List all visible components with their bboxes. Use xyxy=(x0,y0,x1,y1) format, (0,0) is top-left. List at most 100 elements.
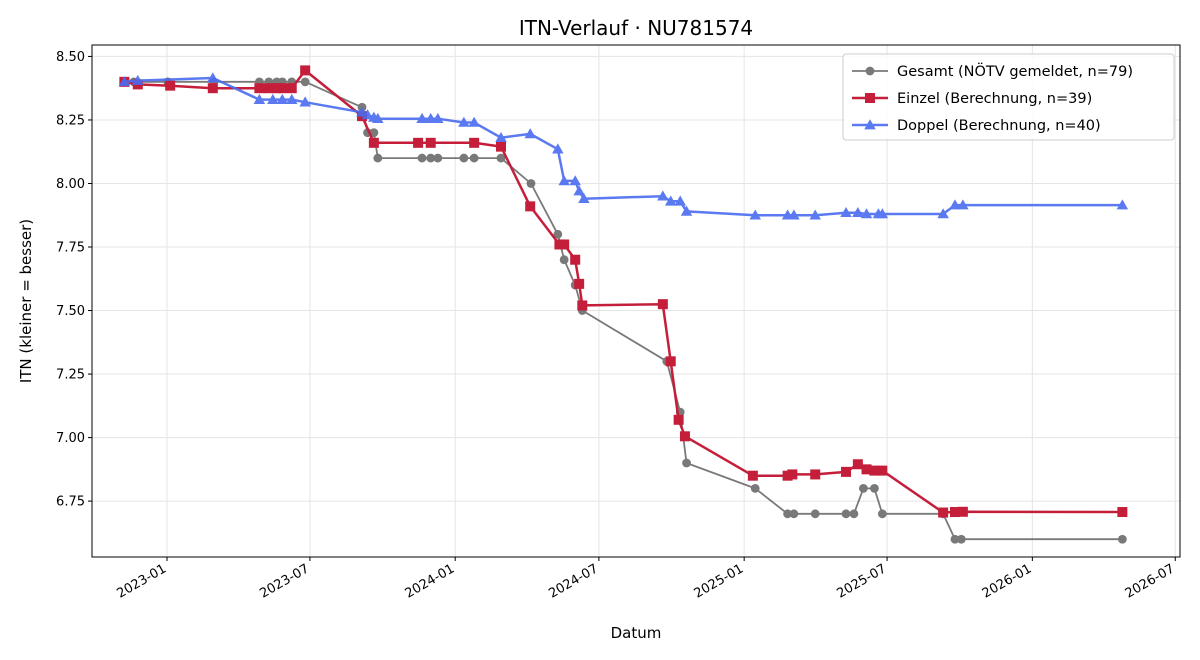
doppel-point xyxy=(674,195,686,206)
einzel-point xyxy=(841,466,852,477)
einzel-point xyxy=(469,137,480,148)
gesamt-point xyxy=(417,153,427,163)
plot-frame xyxy=(91,44,1181,558)
doppel-point xyxy=(680,205,693,216)
doppel-point xyxy=(253,93,266,104)
einzel-point xyxy=(368,137,379,148)
doppel-point xyxy=(267,93,279,104)
doppel-point xyxy=(118,76,131,87)
legend-entry xyxy=(852,66,888,76)
gesamt-point xyxy=(877,509,887,519)
doppel-point xyxy=(276,93,289,104)
y-tick-label: 7.75 xyxy=(56,241,85,256)
series-layer xyxy=(118,65,1129,544)
einzel-point xyxy=(263,83,274,94)
doppel-point xyxy=(524,128,536,139)
x-tick-label: 2025-07 xyxy=(835,561,890,601)
einzel-point xyxy=(570,254,581,265)
doppel-point xyxy=(876,208,889,219)
doppel-point xyxy=(361,109,374,120)
einzel-point xyxy=(559,239,570,250)
x-tick-label: 2023-07 xyxy=(257,561,312,601)
einzel-point xyxy=(300,65,311,76)
einzel-point xyxy=(679,431,690,442)
y-axis-label: ITN (kleiner = besser) xyxy=(17,219,35,383)
einzel-point xyxy=(665,356,676,367)
gesamt-point xyxy=(426,153,436,163)
gesamt-point xyxy=(682,458,691,468)
legend: Gesamt (NÖTV gemeldet, n=79) Einzel (Bere… xyxy=(842,53,1175,141)
gesamt-point xyxy=(373,153,383,163)
doppel-point xyxy=(552,143,564,154)
einzel-point xyxy=(949,507,960,518)
einzel-point xyxy=(271,83,282,94)
doppel-point xyxy=(957,199,969,210)
x-tick-label: 2026-07 xyxy=(1123,561,1178,601)
gesamt-point xyxy=(783,509,792,519)
einzel-point xyxy=(577,300,588,311)
y-tick-label: 7.50 xyxy=(56,304,85,319)
einzel-point xyxy=(877,465,888,476)
gesamt-point xyxy=(496,153,506,163)
gesamt-point xyxy=(469,153,479,163)
doppel-point xyxy=(664,195,677,206)
doppel-point xyxy=(132,74,144,85)
einzel-point xyxy=(207,83,218,94)
doppel-point xyxy=(809,209,821,220)
einzel-point xyxy=(852,459,863,470)
y-tick-label: 8.25 xyxy=(56,113,85,128)
doppel-point xyxy=(657,190,669,201)
gesamt-point xyxy=(858,483,868,493)
doppel-point xyxy=(569,175,581,186)
gesamt-point xyxy=(849,509,859,519)
einzel-point xyxy=(861,464,872,475)
chart-title: ITN-Verlauf · NU781574 xyxy=(519,16,753,40)
legend-marker xyxy=(865,66,875,76)
doppel-point xyxy=(852,206,864,218)
legend-label: Doppel (Berechnung, n=40) xyxy=(897,118,1101,134)
doppel-point xyxy=(573,185,585,196)
doppel-point xyxy=(416,112,428,123)
doppel-point xyxy=(937,208,949,219)
legend-entry xyxy=(852,119,888,130)
einzel-point xyxy=(938,507,949,518)
gesamt-point xyxy=(789,509,799,519)
doppel-point xyxy=(860,208,873,219)
y-tick-label: 6.75 xyxy=(56,495,85,510)
doppel-point xyxy=(558,175,570,186)
legend-label: Einzel (Berechnung, n=39) xyxy=(897,91,1092,107)
gesamt-point xyxy=(433,153,443,163)
gesamt-point xyxy=(841,509,851,519)
einzel-point xyxy=(1117,507,1128,518)
doppel-point xyxy=(458,116,470,127)
doppel-point xyxy=(207,72,219,83)
gesamt-point xyxy=(950,534,960,544)
doppel-point xyxy=(468,116,480,127)
einzel-point xyxy=(574,278,585,289)
series-2 xyxy=(119,65,1128,518)
gesamt-point xyxy=(810,509,820,519)
einzel-point xyxy=(869,465,880,476)
gesamt-point xyxy=(300,77,310,87)
gesamt-point xyxy=(526,179,536,188)
einzel-point xyxy=(286,83,297,94)
x-axis-label: Datum xyxy=(611,624,662,642)
x-tick-label: 2024-07 xyxy=(546,561,601,601)
einzel-point xyxy=(525,201,536,212)
doppel-point xyxy=(1116,199,1129,210)
einzel-point xyxy=(165,80,176,91)
gesamt-point xyxy=(1117,534,1127,544)
y-tick-label: 7.25 xyxy=(56,368,85,383)
legend-entry xyxy=(852,93,888,103)
doppel-point xyxy=(840,206,852,218)
einzel-point xyxy=(254,83,265,94)
x-tick-label: 2026-01 xyxy=(980,561,1035,601)
doppel-point xyxy=(788,209,800,220)
doppel-point xyxy=(286,93,298,104)
legend-label: Gesamt (NÖTV gemeldet, n=79) xyxy=(897,62,1133,80)
einzel-point xyxy=(425,137,436,148)
einzel-point xyxy=(747,470,758,481)
gesamt-point xyxy=(553,229,563,239)
